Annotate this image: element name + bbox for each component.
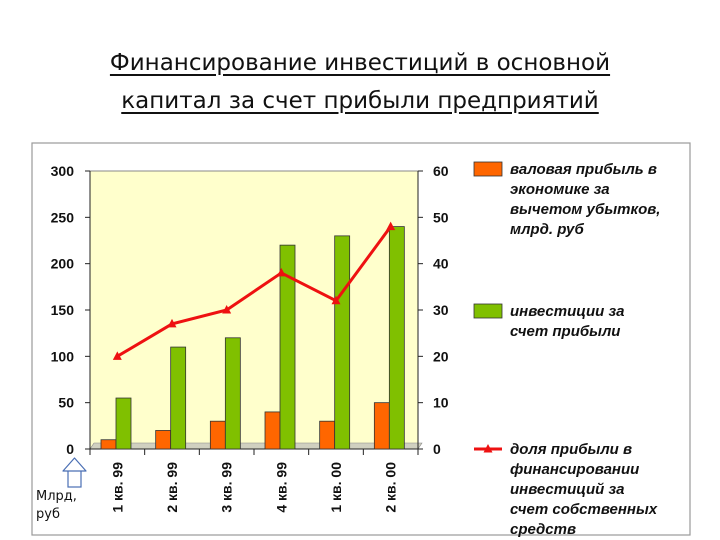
bar: [100, 439, 117, 450]
bar: [388, 226, 405, 450]
unit-note-line-2: руб: [36, 507, 60, 522]
y-tick-label-right: 60: [433, 163, 449, 179]
legend-label: доля прибыли в: [510, 441, 632, 458]
legend-swatch: [473, 303, 503, 319]
line-point: [167, 318, 177, 328]
x-tick-label: 1 кв. 00: [328, 462, 344, 513]
legend-label: экономике за: [510, 181, 610, 198]
y-tick-label-right: 0: [433, 441, 441, 457]
bar: [224, 337, 241, 450]
x-tick-label: 1 кв. 99: [109, 462, 125, 513]
legend-label: финансировании: [510, 461, 639, 478]
legend-label: валовая прибыль в: [510, 161, 657, 178]
y-tick-label-left: 250: [51, 209, 75, 225]
unit-arrow-head: [62, 457, 87, 472]
legend-label: инвестиций за: [510, 481, 624, 498]
bar: [373, 402, 390, 450]
line-point: [276, 267, 286, 277]
unit-arrow-shaft: [67, 469, 82, 488]
line-point: [386, 221, 396, 231]
bar: [155, 430, 172, 450]
line-point: [222, 305, 232, 314]
y-tick-label-right: 20: [433, 348, 449, 364]
y-tick-label-left: 300: [51, 163, 75, 179]
legend-label: счет собственных: [510, 501, 658, 518]
bar: [279, 244, 296, 450]
y-tick-label-left: 100: [51, 348, 75, 364]
line-point: [112, 351, 122, 360]
legend-label: счет прибыли: [510, 323, 620, 340]
bar: [319, 420, 336, 450]
line-point: [331, 295, 341, 305]
legend-label: инвестиции за: [510, 303, 624, 320]
x-tick-label: 4 кв. 99: [273, 462, 289, 513]
plot-area: [89, 170, 419, 450]
series-line: [116, 225, 392, 358]
bar: [334, 235, 351, 450]
bar: [264, 411, 281, 450]
y-tick-label-right: 10: [433, 395, 449, 411]
slide-title-line-2: капитал за счет прибыли предприятий: [121, 88, 599, 114]
y-tick-label-left: 0: [66, 441, 74, 457]
y-tick-label-right: 50: [433, 209, 449, 225]
x-tick-label: 2 кв. 99: [164, 462, 180, 513]
legend-label: млрд. руб: [510, 221, 584, 238]
y-tick-label-left: 150: [51, 302, 75, 318]
y-tick-label-left: 50: [58, 395, 74, 411]
legend-swatch: [473, 161, 503, 177]
unit-note: Млрд, руб: [36, 488, 77, 524]
bar: [170, 346, 187, 450]
plot-floor: [89, 442, 423, 450]
slide-title-line-1: Финансирование инвестиций в основной: [109, 50, 611, 76]
x-tick-label: 3 кв. 99: [219, 462, 235, 513]
unit-note-line-1: Млрд,: [36, 489, 77, 504]
y-tick-label-right: 40: [433, 256, 449, 272]
legend-label: средств: [510, 521, 576, 538]
y-tick-label-right: 30: [433, 302, 449, 318]
bar: [209, 420, 226, 450]
bar: [115, 397, 132, 450]
y-tick-label-left: 200: [51, 256, 75, 272]
x-tick-label: 2 кв. 00: [383, 462, 399, 513]
legend-swatch-marker: [483, 444, 493, 453]
legend-label: вычетом убытков,: [510, 201, 660, 218]
slide-title: Финансирование инвестиций в основной кап…: [0, 44, 720, 120]
